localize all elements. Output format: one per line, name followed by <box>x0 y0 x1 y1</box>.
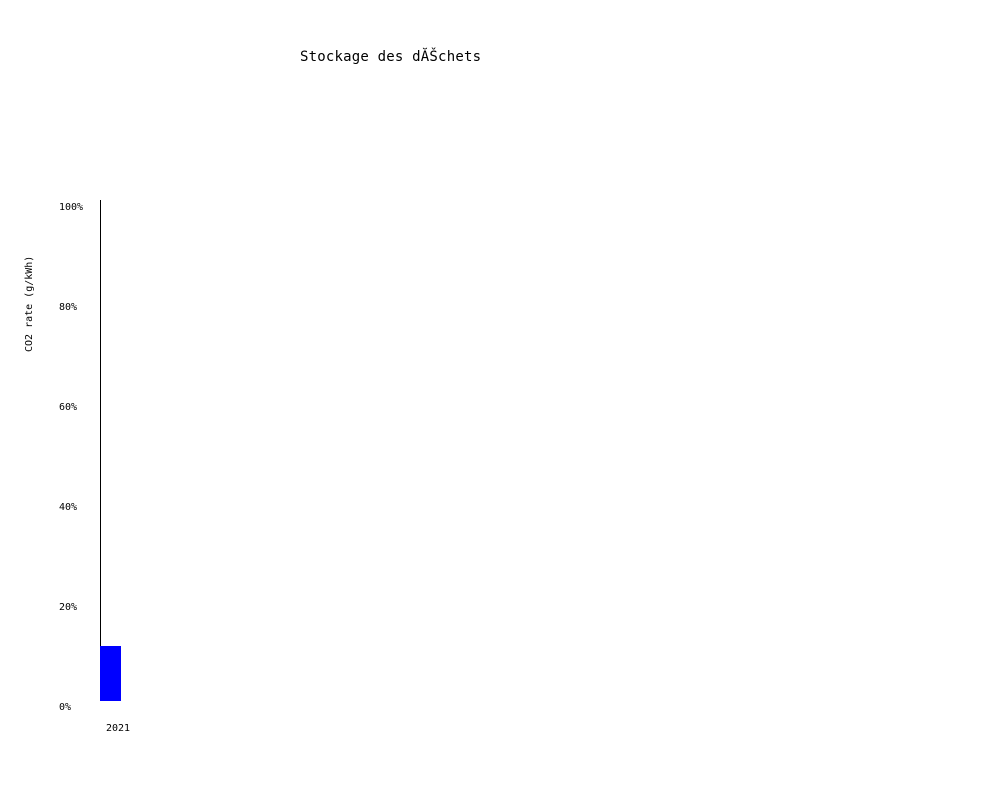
y-tick-label: 20% <box>59 602 77 613</box>
chart-title: Stockage des dĂŠchets <box>300 49 482 65</box>
y-tick-label: 60% <box>59 402 77 413</box>
y-tick-label: 100% <box>59 202 83 213</box>
x-tick-labels: 2021 <box>106 723 130 734</box>
bars <box>100 646 121 701</box>
y-tick-labels: 0% 20% 40% 60% 80% 100% <box>59 202 83 713</box>
y-tick-label: 0% <box>59 702 71 713</box>
y-axis-title: CO2 rate (g/kWh) <box>24 256 35 352</box>
y-tick-label: 80% <box>59 302 77 313</box>
bar <box>100 646 121 701</box>
y-tick-label: 40% <box>59 502 77 513</box>
y-axis-title-group: CO2 rate (g/kWh) <box>24 256 35 352</box>
x-tick-label: 2021 <box>106 723 130 734</box>
